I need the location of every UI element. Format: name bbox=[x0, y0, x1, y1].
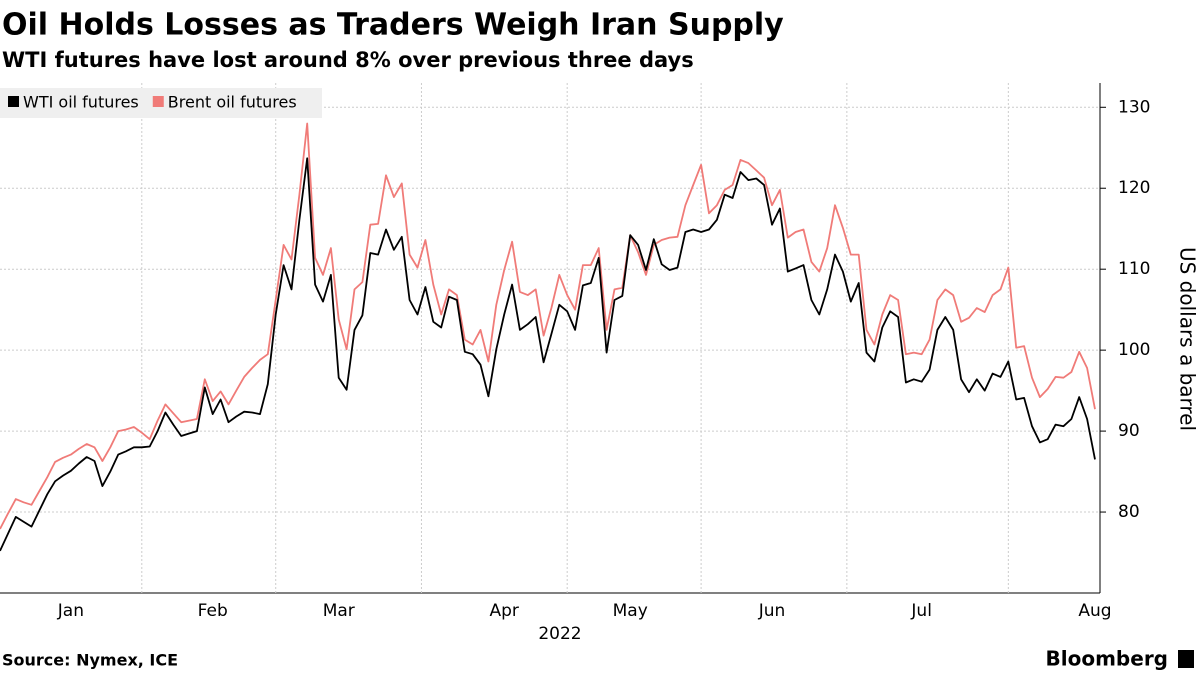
legend: WTI oil futures Brent oil futures bbox=[0, 88, 322, 118]
legend-swatch bbox=[8, 96, 19, 107]
x-tick-label: Feb bbox=[198, 601, 228, 621]
x-tick-label: Jan bbox=[57, 601, 84, 621]
y-tick-label: 120 bbox=[1118, 178, 1150, 198]
legend-swatch bbox=[152, 96, 164, 107]
source: Source: Nymex, ICE bbox=[2, 651, 178, 670]
chart-title: Oil Holds Losses as Traders Weigh Iran S… bbox=[2, 8, 784, 43]
y-tick-label: 90 bbox=[1118, 421, 1140, 441]
brand: Bloomberg bbox=[1046, 647, 1168, 671]
brand-icon bbox=[1178, 650, 1194, 668]
legend-label: WTI oil futures bbox=[23, 93, 139, 112]
y-tick-label: 130 bbox=[1118, 97, 1150, 117]
x-axis-label: 2022 bbox=[538, 624, 581, 644]
x-tick-label: Mar bbox=[323, 601, 355, 621]
x-tick-label: Apr bbox=[489, 601, 518, 621]
y-axis-label: US dollars a barrel bbox=[1176, 247, 1198, 431]
y-tick-label: 100 bbox=[1118, 340, 1150, 360]
y-tick-label: 110 bbox=[1118, 259, 1150, 279]
y-tick-label: 80 bbox=[1118, 502, 1140, 522]
x-tick-label: May bbox=[613, 601, 648, 621]
x-tick-label: Jun bbox=[758, 601, 786, 621]
x-tick-label: Aug bbox=[1078, 601, 1111, 621]
series-line bbox=[0, 122, 1096, 530]
x-tick-label: Jul bbox=[910, 601, 932, 621]
series-line bbox=[0, 157, 1096, 552]
chart-subtitle: WTI futures have lost around 8% over pre… bbox=[2, 48, 694, 72]
legend-label: Brent oil futures bbox=[168, 93, 297, 112]
